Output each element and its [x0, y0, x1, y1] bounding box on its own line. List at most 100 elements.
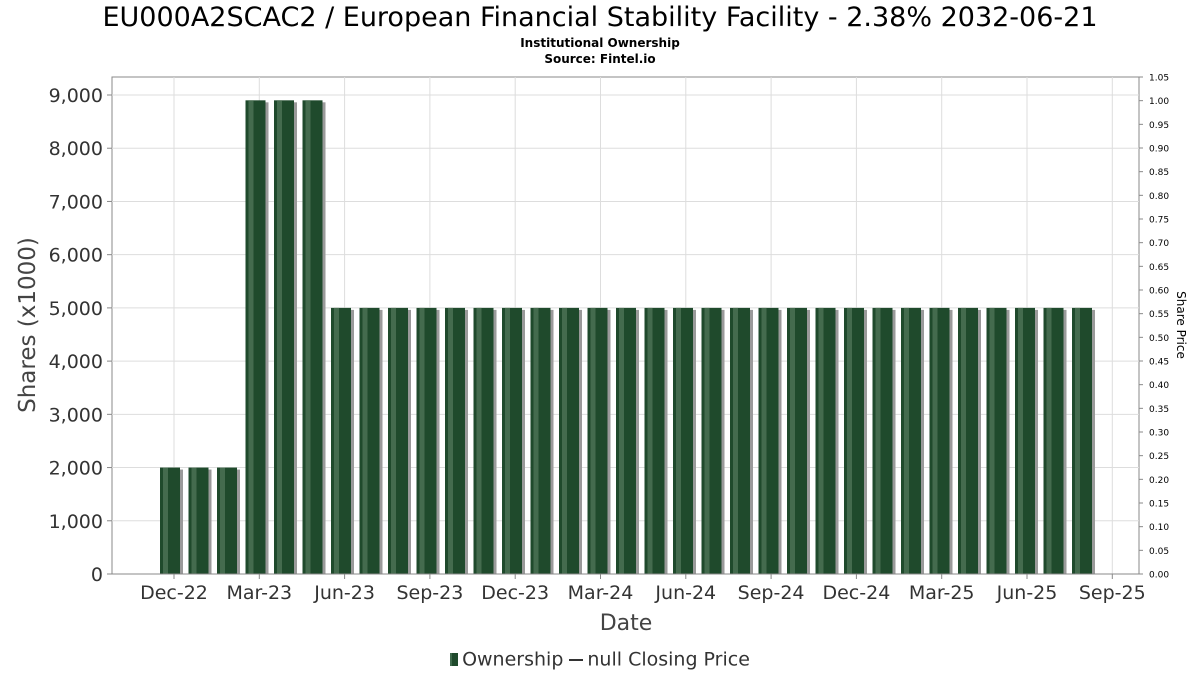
- bar-highlight: [163, 467, 168, 574]
- bar-highlight: [476, 307, 482, 574]
- y-tick-label: 2,000: [49, 458, 103, 480]
- legend-ownership: Ownership: [462, 648, 564, 671]
- y-tick-label: 3,000: [49, 404, 103, 426]
- x-tick-label: Sep-24: [738, 582, 805, 604]
- ownership-bar: [844, 307, 867, 574]
- y2-tick-label: 0.15: [1149, 500, 1169, 510]
- y2-tick-label: 0.55: [1149, 310, 1169, 320]
- ownership-bar: [587, 307, 611, 574]
- x-tick-label: Sep-23: [396, 582, 463, 604]
- y2-tick-label: 1.05: [1149, 74, 1169, 84]
- x-tick-label: Sep-25: [1079, 582, 1146, 604]
- y-tick-label: 1,000: [49, 511, 103, 533]
- axes: 0 1,000 2,000 3,000 4,000 5,000 6,000 7,000 8,00…: [49, 74, 1170, 605]
- ownership-bar: [302, 100, 326, 575]
- bar-highlight: [989, 307, 995, 574]
- y2-tick-label: 0.30: [1149, 429, 1169, 439]
- y-tick-label: 4,000: [49, 351, 103, 373]
- bar-highlight: [448, 307, 453, 574]
- bar-highlight: [590, 307, 596, 574]
- x-tick-label: Jun-24: [654, 582, 716, 604]
- bar-highlight: [305, 100, 311, 575]
- bar-highlight: [847, 307, 852, 574]
- ownership-bar: [616, 307, 639, 574]
- x-tick-label: Mar-24: [568, 582, 634, 604]
- bar-highlight: [220, 467, 225, 574]
- y2-tick-label: 1.00: [1149, 97, 1169, 107]
- y2-tick-label: 0.70: [1149, 239, 1169, 249]
- ownership-bar: [986, 307, 1010, 574]
- bars: [160, 100, 1095, 575]
- y2-tick-label: 0.80: [1149, 192, 1169, 202]
- bar-highlight: [904, 307, 909, 574]
- y-tick-label: 5,000: [49, 298, 103, 320]
- x-tick-label: Jun-23: [313, 582, 375, 604]
- y2-tick-label: 0.75: [1149, 216, 1169, 226]
- y-tick-label: 0: [91, 564, 103, 586]
- bar-highlight: [533, 307, 539, 574]
- y2-tick-label: 0.50: [1149, 334, 1169, 344]
- chart-title: EU000A2SCAC2 / European Financial Stabil…: [102, 2, 1098, 33]
- bar-highlight: [761, 307, 767, 574]
- x-axis-label: Date: [600, 611, 653, 636]
- y-axis-label: Shares (x1000): [15, 237, 41, 413]
- ownership-bar: [559, 307, 582, 574]
- ownership-bar: [1072, 307, 1095, 574]
- bar-highlight: [1018, 307, 1023, 574]
- bar-highlight: [362, 307, 368, 574]
- y2-tick-label: 0.65: [1149, 263, 1169, 273]
- ownership-bar: [331, 307, 354, 574]
- x-tick-label: Mar-23: [226, 582, 292, 604]
- y2-tick-label: 0.40: [1149, 381, 1169, 391]
- ownership-legend-swatch: [450, 653, 459, 666]
- y2-tick-label: 0.90: [1149, 145, 1169, 155]
- y2-tick-label: 0.20: [1149, 476, 1169, 486]
- ownership-bar: [787, 307, 810, 574]
- ownership-bar: [217, 467, 240, 574]
- ownership-bar: [416, 307, 440, 574]
- y-tick-label: 7,000: [49, 191, 103, 213]
- y2-tick-label: 0.60: [1149, 287, 1169, 297]
- ownership-bar: [929, 307, 953, 574]
- bar-highlight: [1046, 307, 1052, 574]
- chart-source: Source: Fintel.io: [544, 52, 656, 66]
- ownership-bar: [473, 307, 497, 574]
- ownership-bar: [644, 307, 668, 574]
- legend-closing-price: null Closing Price: [587, 648, 750, 671]
- y2-tick-label: 0.35: [1149, 405, 1169, 415]
- bar-highlight: [248, 100, 254, 575]
- bar-highlight: [505, 307, 510, 574]
- ownership-bar: [188, 467, 212, 574]
- bar-highlight: [818, 307, 824, 574]
- y2-tick-label: 0.00: [1149, 571, 1169, 581]
- bar-highlight: [733, 307, 738, 574]
- y-tick-label: 6,000: [49, 245, 103, 267]
- ownership-bar: [245, 100, 269, 575]
- ownership-bar: [730, 307, 753, 574]
- ownership-bar: [530, 307, 554, 574]
- ownership-bar: [445, 307, 468, 574]
- ownership-bar: [758, 307, 782, 574]
- bar-highlight: [875, 307, 881, 574]
- x-tick-label: Jun-25: [996, 582, 1058, 604]
- ownership-bar: [901, 307, 924, 574]
- ownership-bar: [502, 307, 525, 574]
- y2-tick-label: 0.85: [1149, 168, 1169, 178]
- y-tick-label: 9,000: [49, 85, 103, 107]
- y2-tick-label: 0.10: [1149, 523, 1169, 533]
- ownership-bar: [274, 100, 297, 575]
- ownership-bar: [388, 307, 411, 574]
- legend: Ownership null Closing Price: [0, 648, 1200, 671]
- bar-highlight: [932, 307, 938, 574]
- bar-highlight: [619, 307, 624, 574]
- bar-highlight: [334, 307, 339, 574]
- bar-highlight: [790, 307, 795, 574]
- y2-tick-label: 0.05: [1149, 547, 1169, 557]
- ownership-bar: [160, 467, 183, 574]
- x-tick-label: Dec-22: [140, 582, 208, 604]
- closing-price-legend-swatch: [569, 658, 584, 661]
- x-tick-label: Dec-24: [822, 582, 890, 604]
- chart-subtitle: Institutional Ownership: [520, 36, 680, 50]
- bar-highlight: [961, 307, 966, 574]
